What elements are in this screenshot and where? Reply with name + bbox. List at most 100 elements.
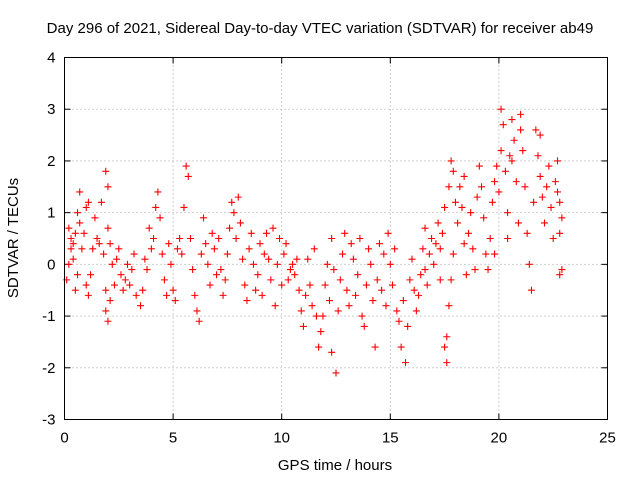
data-point	[445, 183, 453, 191]
data-point	[332, 369, 340, 377]
data-point	[304, 255, 312, 263]
data-point	[345, 302, 353, 310]
data-point	[543, 183, 551, 191]
data-point	[408, 255, 416, 263]
data-point	[284, 276, 292, 284]
data-point	[410, 286, 418, 294]
data-point	[362, 281, 370, 289]
data-point	[519, 147, 527, 155]
data-point	[341, 229, 349, 237]
data-point	[158, 250, 166, 258]
data-point	[156, 214, 164, 222]
x-tick-labels: 0 5 10 15 20 25	[60, 430, 616, 447]
data-point	[184, 172, 192, 180]
data-point	[89, 245, 97, 253]
data-point	[493, 162, 501, 170]
data-point	[462, 271, 470, 279]
data-point	[206, 281, 214, 289]
data-point	[469, 245, 477, 253]
data-point	[421, 224, 429, 232]
data-point	[517, 110, 525, 118]
data-point	[438, 229, 446, 237]
data-point	[536, 131, 544, 139]
data-point	[473, 193, 481, 201]
data-point	[84, 198, 92, 206]
data-point	[428, 235, 436, 242]
data-point	[484, 266, 492, 274]
x-tick-label: 15	[382, 430, 399, 447]
data-point	[460, 240, 468, 248]
data-point	[200, 214, 208, 222]
data-point	[178, 250, 186, 258]
data-point	[262, 229, 270, 237]
x-tick-label: 25	[599, 430, 616, 447]
data-point	[388, 281, 396, 289]
data-point	[249, 260, 257, 268]
data-point	[95, 240, 103, 248]
data-point	[436, 245, 444, 253]
data-point	[378, 286, 386, 294]
data-point	[226, 224, 234, 232]
plot-frame	[64, 57, 608, 420]
data-point	[132, 291, 140, 299]
data-point	[317, 328, 325, 336]
y-tick-label: 4	[47, 50, 55, 67]
data-point	[373, 276, 381, 284]
data-point	[150, 235, 158, 242]
data-point	[291, 271, 299, 279]
data-point	[486, 235, 494, 242]
data-point	[556, 229, 564, 237]
data-point	[549, 235, 557, 242]
data-point	[441, 203, 449, 211]
data-point	[113, 255, 121, 263]
data-point	[139, 286, 147, 294]
data-point	[558, 214, 566, 222]
data-point	[106, 240, 114, 248]
data-point	[330, 266, 338, 274]
data-point	[210, 245, 218, 253]
data-point	[445, 302, 453, 310]
data-point	[514, 219, 522, 227]
data-point	[221, 276, 229, 284]
data-point	[76, 219, 84, 227]
data-point	[230, 209, 238, 217]
x-tick-label: 0	[60, 430, 68, 447]
data-point	[69, 255, 77, 263]
data-point	[82, 203, 90, 211]
data-point	[312, 312, 320, 320]
data-point	[356, 235, 364, 242]
data-point	[87, 271, 95, 279]
data-point	[126, 281, 134, 289]
y-tick-labels: -3 -2 -1 0 1 2 3 4	[42, 50, 55, 429]
data-point	[306, 281, 314, 289]
x-tick-label: 5	[169, 430, 177, 447]
data-point	[369, 297, 377, 305]
data-point	[443, 359, 451, 367]
data-point	[434, 219, 442, 227]
y-tick-label: 0	[47, 256, 55, 273]
data-point	[319, 312, 327, 320]
data-point	[328, 348, 336, 356]
data-point	[558, 266, 566, 274]
data-point	[189, 266, 197, 274]
data-point	[325, 297, 333, 305]
data-point	[551, 178, 559, 186]
data-point	[347, 240, 355, 248]
data-point	[97, 198, 105, 206]
data-point	[532, 126, 540, 134]
data-point	[213, 271, 221, 279]
data-point	[289, 260, 297, 268]
y-tick-label: -2	[42, 360, 55, 377]
data-point	[395, 317, 403, 325]
data-point	[104, 183, 112, 191]
data-point	[430, 260, 438, 268]
data-point	[65, 260, 73, 268]
data-point	[219, 291, 227, 299]
data-point	[163, 291, 171, 299]
data-point	[525, 260, 533, 268]
data-point	[108, 260, 116, 268]
data-point	[265, 255, 273, 263]
data-point	[504, 209, 512, 217]
data-points	[63, 105, 566, 377]
